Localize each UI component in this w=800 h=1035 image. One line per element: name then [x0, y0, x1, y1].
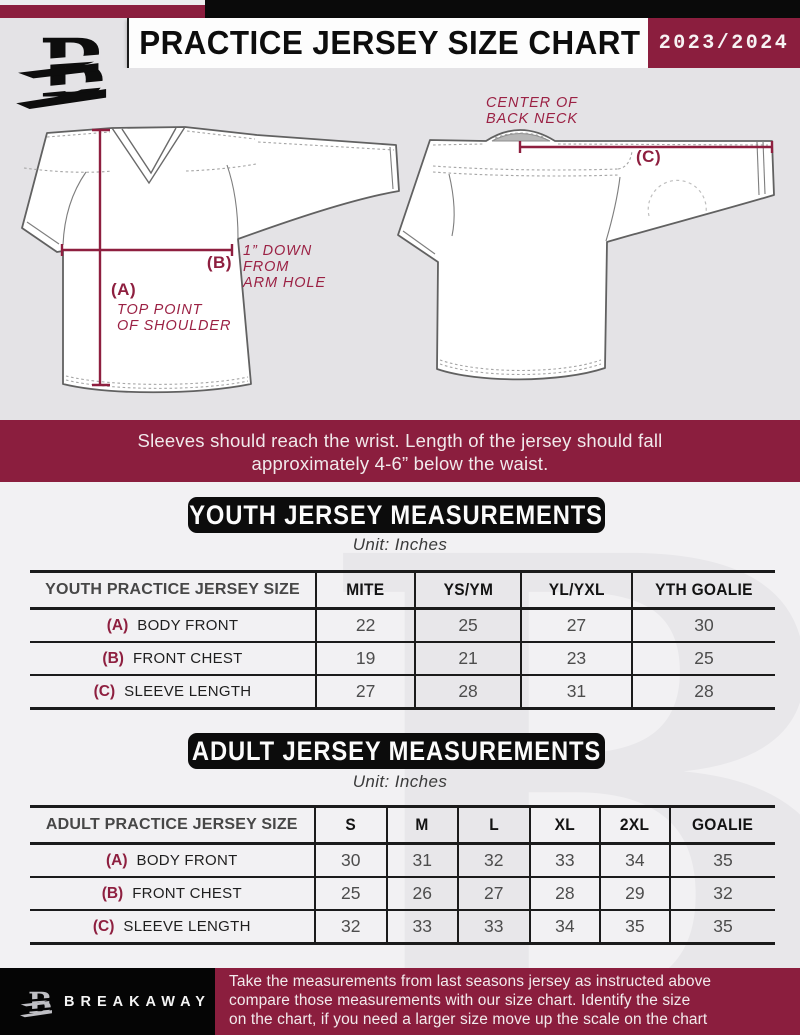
measurement-value: 35 — [598, 909, 670, 944]
footer: B BREAKAWAY Take the measurements from l… — [0, 968, 800, 1035]
measurement-value: 35 — [668, 909, 775, 944]
measurement-value: 34 — [598, 843, 670, 877]
youth-section-title: YOUTH JERSEY MEASUREMENTS — [189, 499, 604, 530]
breakaway-logo: B — [16, 22, 109, 110]
front-jersey-illustration — [21, 126, 400, 394]
measurement-value: 19 — [315, 641, 416, 675]
jersey-diagram-art — [21, 126, 775, 394]
label-a-tag: (A) — [111, 280, 137, 299]
measurement-value: 27 — [519, 608, 632, 642]
season-label: 2023/2024 — [658, 31, 790, 55]
row-label: (B) FRONT CHEST — [30, 876, 315, 910]
page-title: PRACTICE JERSEY SIZE CHART — [138, 24, 641, 61]
measurement-value: 28 — [630, 674, 775, 709]
label-top-point-shoulder: TOP POINT OF SHOULDER — [117, 302, 232, 334]
column-header: S — [313, 806, 387, 845]
column-header: M — [385, 806, 458, 845]
label-center-back-neck: CENTER OF BACK NECK — [486, 95, 578, 127]
adult-section-banner: ADULT JERSEY MEASUREMENTS — [188, 733, 605, 769]
measurement-value: 31 — [519, 674, 632, 709]
column-header: 2XL — [598, 806, 670, 845]
top-accent-black — [205, 0, 800, 18]
adult-section-title: ADULT JERSEY MEASUREMENTS — [191, 735, 602, 766]
footer-brand: B BREAKAWAY — [0, 968, 215, 1035]
season-badge: 2023/2024 — [648, 18, 800, 68]
measurement-value: 32 — [313, 909, 387, 944]
back-jersey-illustration — [397, 129, 775, 381]
measurement-value: 33 — [528, 843, 600, 877]
column-header: GOALIE — [668, 806, 775, 845]
table-row: (B) FRONT CHEST 25 26 27 28 29 32 — [30, 876, 775, 910]
adult-unit-label: Unit: Inches — [352, 772, 448, 791]
measurement-value: 30 — [630, 608, 775, 642]
page-title-box: PRACTICE JERSEY SIZE CHART — [127, 18, 650, 68]
column-header: L — [456, 806, 530, 845]
footer-note: Take the measurements from last seasons … — [215, 968, 800, 1035]
table-row: (A) BODY FRONT 22 25 27 30 — [30, 608, 775, 642]
measurement-value: 34 — [528, 909, 600, 944]
measurement-value: 31 — [385, 843, 458, 877]
breakaway-logo-footer: B — [20, 985, 53, 1019]
measurement-value: 28 — [528, 876, 600, 910]
label-arm-hole: 1” DOWN FROM ARM HOLE — [243, 243, 326, 291]
measurement-value: 28 — [414, 674, 521, 709]
column-header: YL/YXL — [519, 571, 632, 610]
column-header: XL — [528, 806, 600, 845]
measurement-value: 30 — [313, 843, 387, 877]
youth-section-banner: YOUTH JERSEY MEASUREMENTS — [188, 497, 605, 533]
column-header: ADULT PRACTICE JERSEY SIZE — [30, 806, 315, 845]
measurement-line-c — [518, 141, 774, 153]
row-label: (A) BODY FRONT — [106, 851, 238, 869]
measurement-value: 23 — [519, 641, 632, 675]
footer-note-line: on the chart, if you need a larger size … — [229, 1010, 708, 1028]
measurement-value: 33 — [456, 909, 530, 944]
table-row: (C) SLEEVE LENGTH 27 28 31 28 — [30, 674, 775, 709]
jersey-diagram: CENTER OF BACK NECK (C) (B) 1” DOWN FROM… — [0, 68, 800, 420]
fit-note-line: Sleeves should reach the wrist. Length o… — [137, 430, 663, 451]
measurement-value: 21 — [414, 641, 521, 675]
measurement-value: 32 — [456, 843, 530, 877]
measurement-line-a — [92, 128, 110, 387]
youth-table-header-row: YOUTH PRACTICE JERSEY SIZE MITE YS/YM YL… — [30, 571, 775, 610]
column-header: MITE — [315, 571, 416, 610]
table-row: (B) FRONT CHEST 19 21 23 25 — [30, 641, 775, 675]
footer-note-line: Take the measurements from last seasons … — [229, 973, 712, 990]
youth-size-table: YOUTH PRACTICE JERSEY SIZE MITE YS/YM YL… — [30, 570, 775, 710]
measurement-value: 29 — [598, 876, 670, 910]
measurement-line-b — [60, 244, 234, 256]
measurement-value: 26 — [385, 876, 458, 910]
header: PRACTICE JERSEY SIZE CHART 2023/2024 — [0, 18, 800, 68]
youth-unit-label: Unit: Inches — [352, 535, 448, 554]
column-header: YTH GOALIE — [630, 571, 775, 610]
row-label: (B) FRONT CHEST — [30, 641, 317, 675]
fit-note-line: approximately 4-6” below the waist. — [251, 453, 549, 474]
row-label: (A) BODY FRONT — [106, 616, 239, 634]
measurement-value: 25 — [630, 641, 775, 675]
table-row: (A) BODY FRONT 30 31 32 33 34 35 — [30, 843, 775, 877]
measurement-value: 25 — [414, 608, 521, 642]
column-header: YS/YM — [414, 571, 521, 610]
brand-name: BREAKAWAY — [64, 993, 211, 1010]
row-label: (C) SLEEVE LENGTH — [30, 674, 317, 709]
measurement-value: 27 — [456, 876, 530, 910]
top-accent-maroon — [0, 5, 205, 18]
top-accent-bar — [0, 0, 800, 18]
row-label: (C) SLEEVE LENGTH — [30, 909, 315, 944]
label-b-tag: (B) — [206, 253, 232, 272]
measurement-value: 35 — [668, 843, 775, 877]
measurement-value: 32 — [668, 876, 775, 910]
measurement-value: 25 — [313, 876, 387, 910]
table-row: (C) SLEEVE LENGTH 32 33 33 34 35 35 — [30, 909, 775, 944]
adult-table-header-row: ADULT PRACTICE JERSEY SIZE S M L XL 2XL … — [30, 806, 775, 845]
measurement-value: 33 — [385, 909, 458, 944]
measurements-section: B YOUTH JERSEY MEASUREMENTS Unit: Inches… — [0, 482, 800, 968]
measurement-value: 22 — [315, 608, 416, 642]
adult-size-table: ADULT PRACTICE JERSEY SIZE S M L XL 2XL … — [30, 805, 775, 945]
fit-note-banner: Sleeves should reach the wrist. Length o… — [0, 420, 800, 482]
footer-note-line: compare those measurements with our size… — [229, 991, 691, 1009]
measurement-value: 27 — [315, 674, 416, 709]
column-header: YOUTH PRACTICE JERSEY SIZE — [30, 571, 317, 610]
label-c-tag: (C) — [636, 147, 662, 166]
